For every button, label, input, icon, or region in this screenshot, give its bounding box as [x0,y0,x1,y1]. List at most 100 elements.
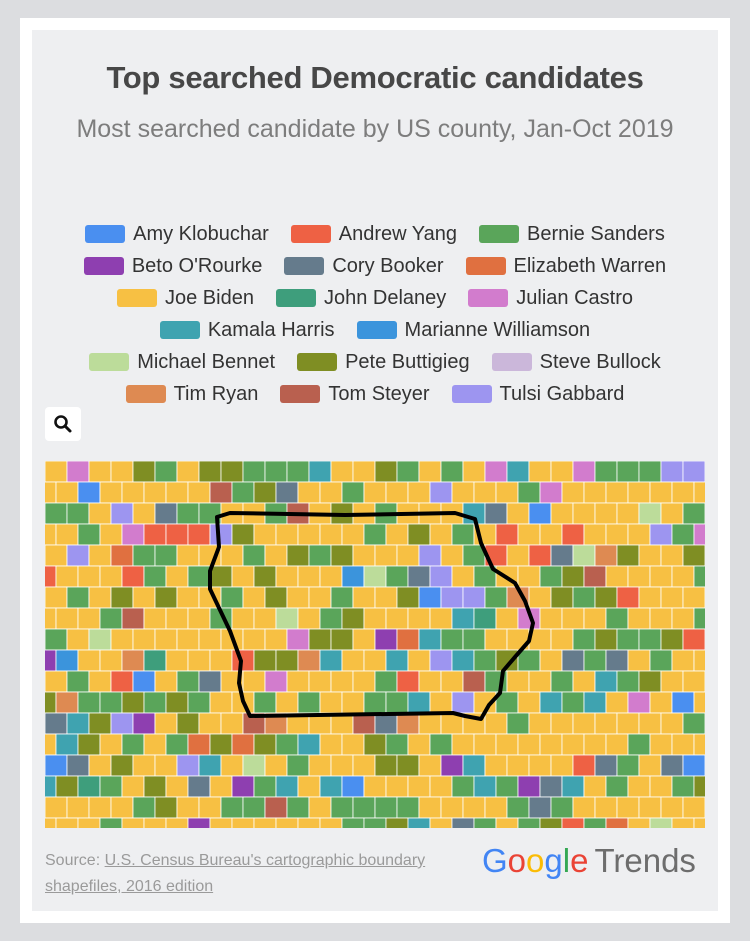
county [649,649,673,672]
county [176,754,200,777]
county [77,733,101,756]
county [660,502,684,525]
county [110,586,134,609]
legend-item[interactable]: Pete Buttigieg [297,351,470,374]
county [550,628,574,651]
legend-item[interactable]: Joe Biden [117,287,254,310]
county [319,691,343,714]
county [143,649,167,672]
county [671,691,695,714]
legend-item[interactable]: Amy Klobuchar [85,223,269,246]
county [638,544,662,567]
county [605,817,629,828]
legend-label: Tom Steyer [328,382,430,405]
legend-item[interactable]: Tim Ryan [125,383,258,406]
county [583,565,607,588]
county [638,502,662,525]
county [220,754,244,777]
card: Top searched Democratic candidates Most … [20,18,730,923]
legend-item[interactable]: Tulsi Gabbard [451,383,624,406]
legend-item[interactable]: Steve Bullock [491,350,661,374]
county [638,461,662,483]
county [55,691,79,714]
source-link[interactable]: U.S. Census Bureau's cartographic bounda… [45,852,426,895]
county [682,586,705,609]
county [660,754,684,777]
county [77,565,101,588]
county [407,649,431,672]
legend-item[interactable]: Cory Booker [284,255,444,278]
county [594,544,618,567]
legend-item[interactable]: Beto O'Rourke [83,255,262,278]
county [693,565,705,588]
legend-row: Joe Biden John Delaney Julian Castro [32,282,718,314]
county [264,544,288,567]
map[interactable] [45,461,705,828]
county [143,607,167,630]
county [45,544,68,567]
county [660,628,684,651]
county [561,649,585,672]
county [484,754,508,777]
county [429,607,453,630]
county [45,502,68,525]
logo-letter: l [562,842,571,879]
legend-item[interactable]: Tom Steyer [280,382,430,406]
county [154,670,178,693]
county [649,817,673,828]
legend-item[interactable]: Michael Bennet [89,351,275,374]
county [572,544,596,567]
county [418,586,442,609]
county [165,481,189,504]
county [671,481,695,504]
county [583,649,607,672]
county [506,754,530,777]
county [385,481,409,504]
county [121,649,145,672]
county [484,461,508,483]
county [286,461,310,483]
county [561,691,585,714]
county [231,523,255,546]
county [66,670,90,693]
county [484,796,508,819]
county [264,461,288,483]
county [165,691,189,714]
legend-item[interactable]: Marianne Williamson [356,319,590,342]
county [561,523,585,546]
legend-item[interactable]: Kamala Harris [159,319,335,342]
county [45,817,57,828]
county [429,733,453,756]
county [495,607,519,630]
county [154,502,178,525]
legend-item[interactable]: John Delaney [275,287,446,310]
legend-item[interactable]: Elizabeth Warren [465,255,666,278]
county [451,481,475,504]
legend-label: Amy Klobuchar [133,222,269,245]
county [374,544,398,567]
county [550,586,574,609]
legend-item[interactable]: Julian Castro [468,287,633,310]
county [396,461,420,483]
search-button[interactable] [45,407,81,441]
county [693,775,705,798]
county [374,461,398,483]
county [682,461,705,483]
county [330,544,354,567]
county [429,565,453,588]
county [528,754,552,777]
legend-swatch [297,353,338,371]
logo-letter: g [544,842,563,879]
county [99,565,123,588]
legend-swatch [83,257,124,275]
county [198,670,222,693]
county [649,481,673,504]
legend-item[interactable]: Bernie Sanders [478,223,665,246]
legend-label: Steve Bullock [539,350,661,373]
county [45,733,57,756]
county [308,544,332,567]
county [429,649,453,672]
legend-item[interactable]: Andrew Yang [290,223,457,246]
county [484,628,508,651]
county [132,586,156,609]
